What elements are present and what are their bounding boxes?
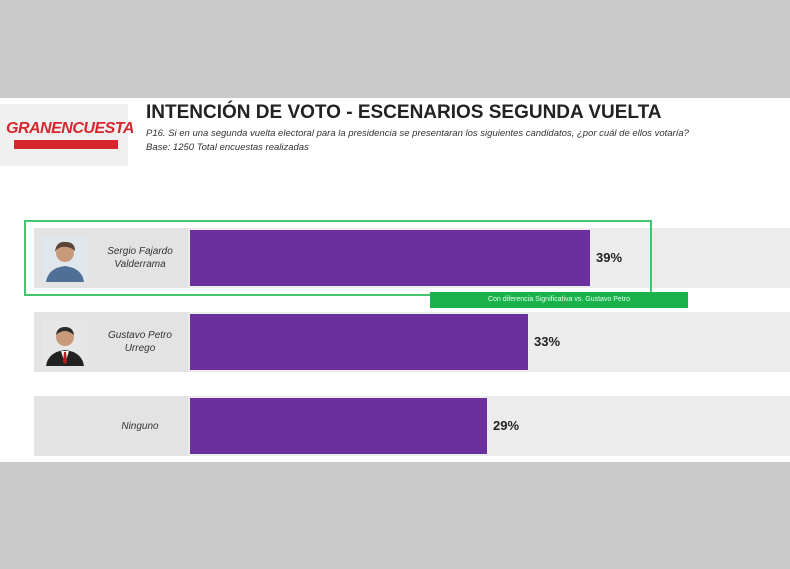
category-label: Sergio Fajardo Valderrama (107, 246, 173, 270)
question-text: P16. Si en una segunda vuelta electoral … (146, 128, 689, 139)
candidate-label-box: Gustavo Petro Urrego (34, 312, 188, 372)
candidate-photo-icon (42, 320, 88, 366)
page-title: INTENCIÓN DE VOTO - ESCENARIOS SEGUNDA V… (146, 102, 662, 123)
significance-highlight (24, 220, 652, 296)
bar (190, 398, 487, 454)
data-label: 39% (596, 250, 623, 265)
data-label: 29% (493, 418, 520, 433)
candidate-photo-icon (42, 236, 88, 282)
bar (190, 230, 590, 286)
category-label: Ninguno (121, 420, 159, 432)
slide: GRANENCUESTA INTENCIÓN DE VOTO - ESCENAR… (0, 98, 790, 462)
category-label: Gustavo Petro Urrego (108, 330, 172, 354)
bar (190, 314, 528, 370)
candidate-label-box: Sergio Fajardo Valderrama (34, 228, 188, 288)
data-label: 33% (534, 334, 561, 349)
logo-text: GRANENCUESTA (6, 120, 134, 137)
candidate-label-box: Ninguno (34, 396, 188, 456)
logo-sub-band (14, 140, 118, 149)
base-text: Base: 1250 Total encuestas realizadas (146, 142, 309, 153)
significance-note: Con diferencia Significativa vs. Gustavo… (430, 292, 688, 308)
logo: GRANENCUESTA (0, 104, 134, 166)
